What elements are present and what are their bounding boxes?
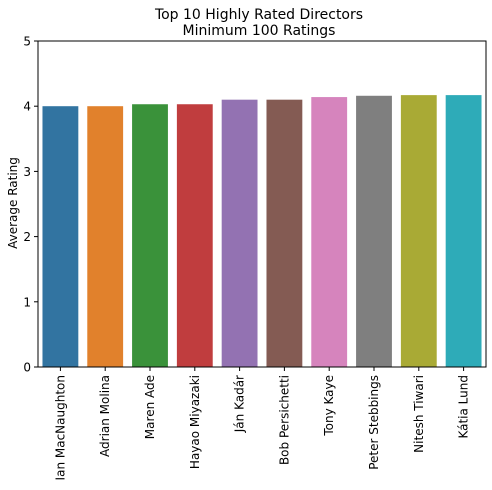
x-tick-label: Hayao Miyazaki [188, 375, 202, 469]
x-tick-label: Bob Persichetti [277, 375, 291, 465]
bar [42, 106, 79, 367]
x-tick-label: Peter Stebbings [367, 375, 381, 470]
x-tick-label: Maren Ade [143, 375, 157, 439]
bar [176, 104, 213, 368]
y-tick-label: 5 [23, 35, 31, 49]
chart-title-line2: Minimum 100 Ratings [183, 23, 336, 39]
bar [311, 97, 348, 367]
bar [445, 95, 482, 368]
x-tick-label: Nitesh Tiwari [412, 375, 426, 453]
bar [132, 104, 168, 368]
bars-group [42, 95, 482, 368]
y-axis-label: Average Rating [6, 157, 20, 249]
x-tick-label: Tony Kaye [322, 375, 336, 437]
chart-title-line1: Top 10 Highly Rated Directors [154, 7, 363, 23]
x-tick-label: Ian MacNaughton [53, 375, 67, 480]
bar [87, 106, 124, 367]
y-tick-label: 0 [23, 361, 31, 375]
x-tick-label: Adrian Molina [98, 375, 112, 457]
y-tick-label: 4 [23, 100, 31, 114]
x-tick-label: Kátia Lund [457, 375, 471, 439]
bar [400, 95, 437, 368]
x-tick-label: Ján Kadár [233, 375, 247, 433]
y-tick-label: 2 [23, 230, 31, 244]
y-tick-label: 3 [23, 165, 31, 179]
bar [356, 95, 392, 368]
y-axis-ticks: 0 1 2 3 4 5 [23, 35, 38, 375]
y-tick-label: 1 [23, 295, 31, 309]
plot-frame [37, 40, 487, 368]
bar [266, 99, 303, 368]
bar [221, 99, 258, 368]
x-axis-ticks: Ian MacNaughton Adrian Molina Maren Ade Hay… [53, 367, 471, 480]
